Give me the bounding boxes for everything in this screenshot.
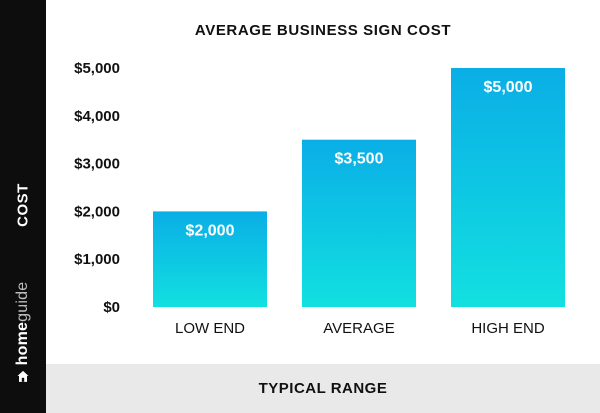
bar <box>302 139 416 307</box>
left-sidebar: COST homeguide <box>0 0 46 413</box>
bar <box>451 68 565 307</box>
y-tick-label: $0 <box>103 299 120 316</box>
chart-title: AVERAGE BUSINESS SIGN COST <box>194 22 452 39</box>
y-axis-ticks: $0 $1,000 $2,000 $3,000 $4,000 $5,000 <box>74 60 120 316</box>
y-tick-label: $3,000 <box>74 156 120 173</box>
homeguide-logo: homeguide <box>14 282 32 383</box>
x-category-label: AVERAGE <box>323 320 394 337</box>
x-category-label: HIGH END <box>471 320 545 337</box>
y-tick-label: $1,000 <box>74 251 120 268</box>
y-tick-label: $2,000 <box>74 203 120 220</box>
bars-group: $2,000 $3,500 $5,000 <box>153 68 565 307</box>
x-category-label: LOW END <box>175 320 245 337</box>
y-tick-label: $5,000 <box>74 60 120 77</box>
y-axis-label: COST <box>14 183 32 227</box>
y-tick-label: $4,000 <box>74 108 120 125</box>
brand-name: homeguide <box>14 281 31 366</box>
home-icon <box>17 370 29 382</box>
bar-data-label: $2,000 <box>186 222 235 239</box>
x-axis-footer: TYPICAL RANGE <box>46 364 600 413</box>
x-axis-category-labels: LOW END AVERAGE HIGH END <box>175 320 545 337</box>
bar-data-label: $5,000 <box>484 79 533 96</box>
bar-data-label: $3,500 <box>335 151 384 168</box>
bar <box>153 211 267 307</box>
x-axis-label: TYPICAL RANGE <box>258 380 388 397</box>
